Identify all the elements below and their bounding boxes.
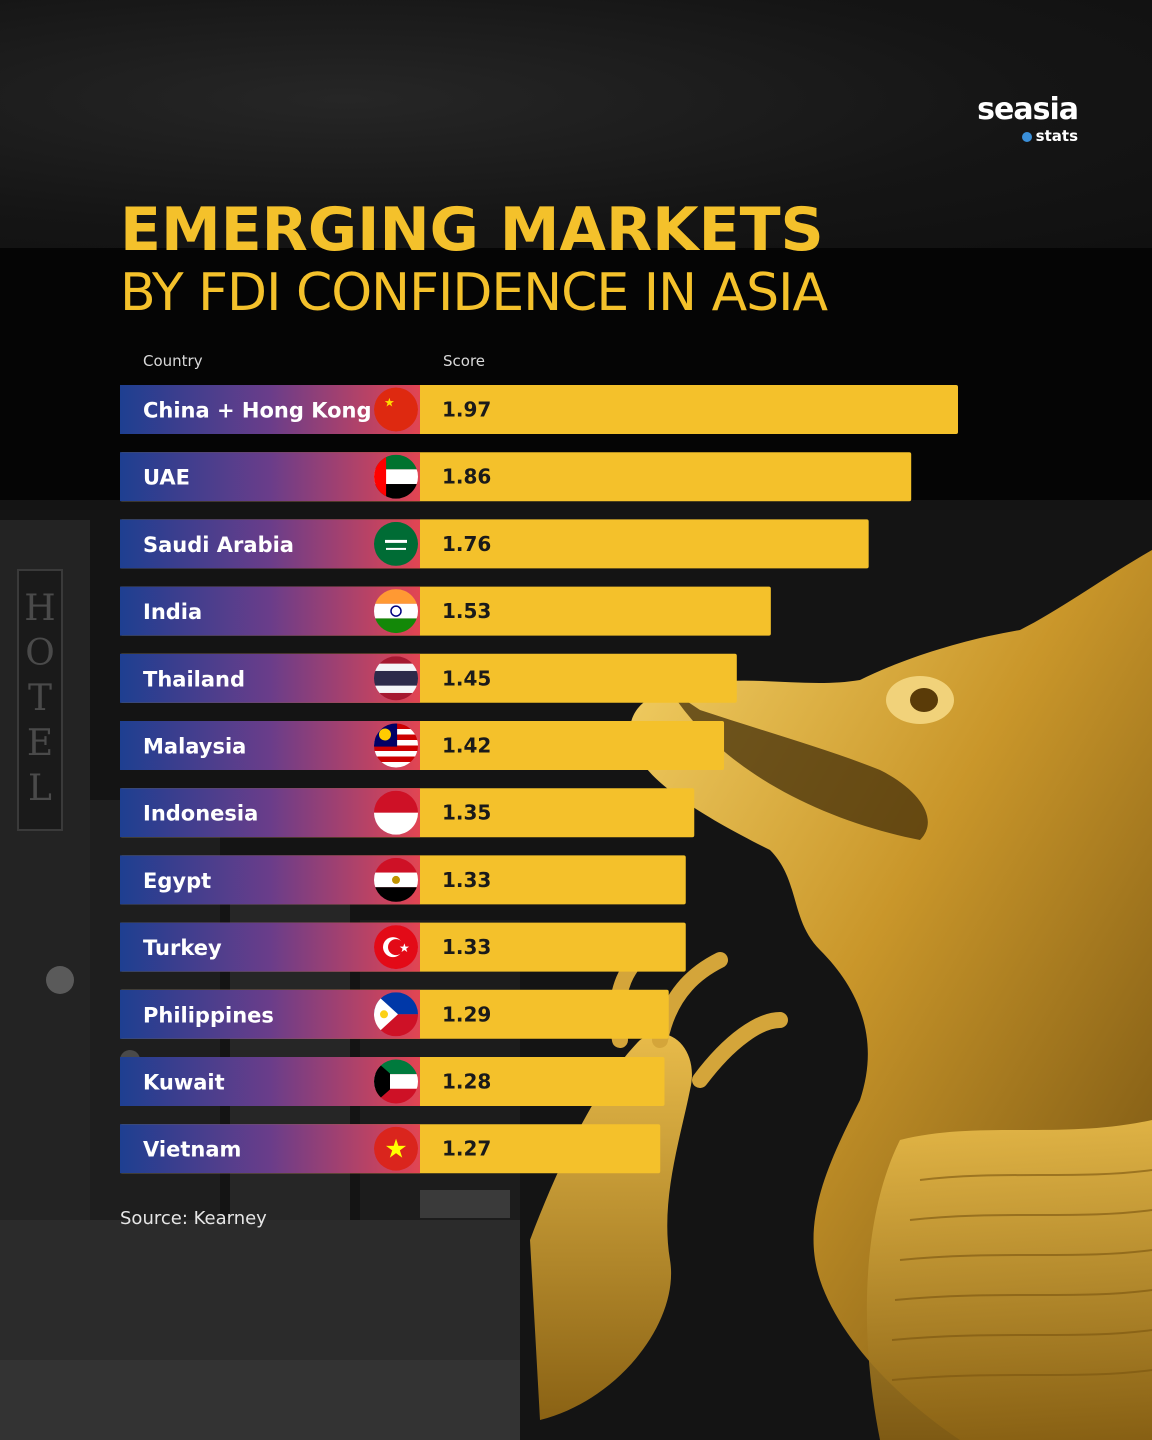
value-label: 1.27 [442,1137,491,1161]
india-flag-icon [374,589,418,634]
bar-label-background [120,788,420,838]
saudi-arabia-flag-icon [374,521,418,566]
turkey-flag-icon: ★ [374,925,418,970]
bar-label-background [120,519,420,569]
value-label: 1.45 [442,666,491,690]
page-subtitle: BY FDI CONFIDENCE IN ASIA [120,263,828,323]
category-label: Egypt [143,869,211,893]
uae-flag-icon [374,454,418,499]
egypt-flag-icon [374,857,418,902]
category-label: UAE [143,466,190,490]
philippines-flag-icon [374,992,418,1037]
bar-label-background [120,721,420,770]
country-column-header: Country [143,352,203,370]
svg-text:L: L [28,768,52,809]
svg-text:H: H [24,588,55,629]
indonesia-flag-icon [374,790,418,835]
value-label: 1.35 [442,801,491,825]
brand-logo: seasia stats [977,92,1079,145]
category-label: Indonesia [143,802,258,826]
china-flag-icon: ★ [374,387,418,432]
brand-sub-wrap: stats [977,126,1078,145]
value-label: 1.33 [442,868,491,892]
kuwait-flag-icon [374,1059,418,1104]
value-label: 1.76 [442,532,491,556]
globe-icon [1021,131,1032,142]
value-label: 1.97 [442,398,491,422]
category-label: Turkey [143,936,222,960]
category-label: Saudi Arabia [143,533,294,557]
value-label: 1.42 [442,734,491,758]
source-note: Source: Kearney [120,1208,267,1229]
bar-label-background [120,855,420,905]
golden-dragon-image [530,550,1152,1440]
svg-text:★: ★ [384,396,395,410]
bar-label-background [120,1124,420,1174]
svg-text:E: E [27,723,53,764]
page-title: EMERGING MARKETS [120,195,824,265]
svg-text:★: ★ [384,1135,407,1165]
value-label: 1.86 [442,465,491,489]
value-label: 1.29 [442,1002,491,1026]
bar-label-background [120,989,420,1039]
category-label: Vietnam [143,1138,241,1162]
bar-label-background [120,653,420,703]
svg-text:★: ★ [399,941,410,955]
brand-name: seasia [977,92,1079,127]
vietnam-flag-icon: ★ [374,1126,418,1171]
category-label: Thailand [143,667,245,691]
category-label: Kuwait [143,1071,225,1095]
bar-label-background [120,452,420,502]
brand-sub: stats [1035,127,1078,145]
thailand-flag-icon [374,656,418,701]
background-top [0,0,1152,248]
svg-text:T: T [28,678,52,719]
score-column-header: Score [443,352,486,370]
bar-label-background [120,586,420,636]
malaysia-flag-icon [374,723,418,768]
bar-label-background [120,922,420,972]
value-label: 1.33 [442,935,491,959]
category-label: Malaysia [143,735,246,759]
value-label: 1.28 [442,1070,491,1094]
category-label: India [143,600,202,624]
svg-text:O: O [25,633,55,674]
bar-label-background [120,1057,420,1106]
value-label: 1.53 [442,599,491,623]
category-label: Philippines [143,1003,274,1027]
bar-label-background [120,385,420,434]
category-label: China + Hong Kong [143,399,372,423]
